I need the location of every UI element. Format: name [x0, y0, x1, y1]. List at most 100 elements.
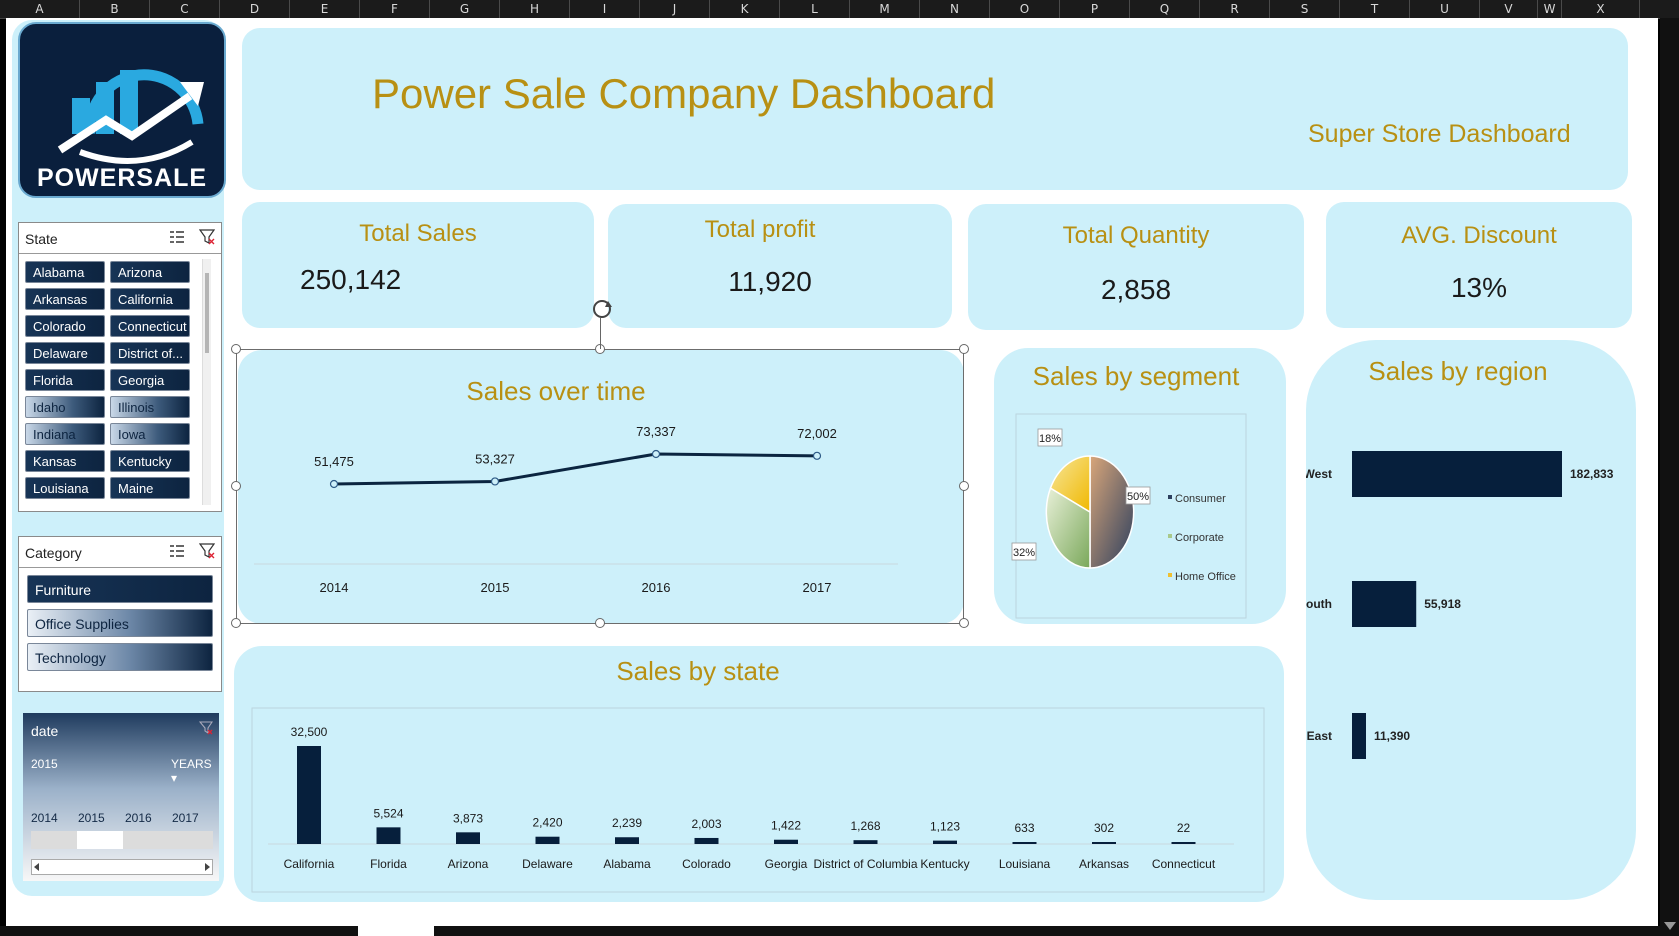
state-slicer-item[interactable]: Alabama	[25, 261, 105, 283]
scroll-left-icon[interactable]	[34, 863, 39, 871]
horizontal-scrollbar[interactable]	[0, 926, 1660, 936]
category-slicer-item[interactable]: Office Supplies	[27, 609, 213, 637]
state-slicer-item[interactable]: Arkansas	[25, 288, 105, 310]
category-slicer-item[interactable]: Technology	[27, 643, 213, 671]
line-series	[333, 452, 818, 486]
clear-filter-icon[interactable]	[198, 543, 216, 559]
state-slicer[interactable]: State Alabama Arizona Arkansas California Co…	[18, 222, 222, 512]
scroll-right-icon[interactable]	[205, 863, 210, 871]
resize-handle[interactable]	[959, 618, 969, 628]
timeline-level-label: YEARS	[171, 757, 212, 771]
state-slicer-item[interactable]: Florida	[25, 369, 105, 391]
column-header-p[interactable]: P	[1060, 0, 1130, 18]
resize-handle[interactable]	[231, 481, 241, 491]
column-header-r[interactable]: R	[1200, 0, 1270, 18]
column-header-w[interactable]: W	[1538, 0, 1562, 18]
column-header-o[interactable]: O	[990, 0, 1060, 18]
line-x-tick-label: 2017	[803, 580, 832, 595]
sales-by-region-chart: Sales by region West 182,833 South 55,918 Eas…	[1306, 356, 1614, 759]
legend-swatch	[1168, 573, 1172, 577]
timeline-year-label[interactable]: 2017	[172, 811, 199, 825]
multi-select-icon[interactable]	[169, 543, 185, 559]
date-timeline[interactable]: date 2015 YEARS ▾ 2014 2015 2016 2017	[23, 713, 219, 881]
state-slicer-scrollbar[interactable]	[202, 259, 211, 505]
column-header-m[interactable]: M	[850, 0, 920, 18]
state-bar	[774, 839, 798, 844]
multi-select-icon[interactable]	[169, 229, 185, 245]
rotate-handle-icon[interactable]	[590, 297, 614, 326]
resize-handle[interactable]	[959, 481, 969, 491]
legend-entry: Home Office	[1175, 571, 1236, 583]
state-slicer-item[interactable]: Kentucky	[110, 450, 190, 472]
state-slicer-item[interactable]: District of...	[110, 342, 190, 364]
resize-handle[interactable]	[959, 344, 969, 354]
state-slicer-item[interactable]: Georgia	[110, 369, 190, 391]
column-header-u[interactable]: U	[1410, 0, 1480, 18]
chart-selection-frame[interactable]	[236, 349, 964, 624]
column-header-f[interactable]: F	[360, 0, 430, 18]
line-data-label: 72,002	[797, 426, 837, 441]
resize-handle[interactable]	[595, 618, 605, 628]
state-slicer-item[interactable]: Idaho	[25, 396, 105, 418]
timeline-track[interactable]	[31, 831, 213, 849]
state-slicer-item[interactable]: Arizona	[110, 261, 190, 283]
logo-emblem-icon	[57, 69, 204, 164]
column-header-s[interactable]: S	[1270, 0, 1340, 18]
column-header-j[interactable]: J	[640, 0, 710, 18]
column-header-k[interactable]: K	[710, 0, 780, 18]
timeline-selected-period[interactable]	[77, 831, 123, 849]
timeline-level-dropdown[interactable]: YEARS ▾	[171, 757, 212, 785]
column-header-a[interactable]: A	[0, 0, 80, 18]
state-data-label: 1,123	[930, 820, 960, 834]
timeline-year-label[interactable]: 2015	[78, 811, 105, 825]
state-slicer-item[interactable]: Delaware	[25, 342, 105, 364]
state-bar	[297, 746, 321, 844]
pie-label-box	[1125, 486, 1151, 505]
timeline-clear-filter-icon[interactable]	[198, 721, 214, 740]
column-header-t[interactable]: T	[1340, 0, 1410, 18]
line-x-tick-label: 2015	[481, 580, 510, 595]
column-header-e[interactable]: E	[290, 0, 360, 18]
region-chart-title: Sales by region	[1368, 356, 1547, 386]
resize-handle[interactable]	[231, 618, 241, 628]
state-slicer-item[interactable]: Colorado	[25, 315, 105, 337]
state-slicer-item[interactable]: Maine	[110, 477, 190, 499]
column-header-g[interactable]: G	[430, 0, 500, 18]
column-header-q[interactable]: Q	[1130, 0, 1200, 18]
state-slicer-scroll-thumb[interactable]	[205, 273, 209, 353]
state-slicer-item[interactable]: Illinois	[110, 396, 190, 418]
clear-filter-icon[interactable]	[198, 229, 216, 245]
timeline-scrollbar[interactable]	[31, 859, 213, 875]
sales-by-segment-chart: Sales by segment 50% 32% 18% Consumer Corpora…	[1011, 361, 1247, 619]
column-header-x[interactable]: X	[1562, 0, 1640, 18]
category-slicer[interactable]: Category Furniture Office Supplies Technol…	[18, 536, 222, 692]
timeline-year-label[interactable]: 2014	[31, 811, 58, 825]
vertical-scrollbar[interactable]	[1660, 18, 1679, 936]
column-header-d[interactable]: D	[220, 0, 290, 18]
resize-handle[interactable]	[231, 344, 241, 354]
column-header-h[interactable]: H	[500, 0, 570, 18]
column-header-n[interactable]: N	[920, 0, 990, 18]
state-slicer-item[interactable]: Connecticut	[110, 315, 190, 337]
state-slicer-item[interactable]: Iowa	[110, 423, 190, 445]
timeline-year-label[interactable]: 2016	[125, 811, 152, 825]
line-point	[490, 477, 500, 486]
state-data-label: 5,524	[373, 806, 403, 820]
column-header-b[interactable]: B	[80, 0, 150, 18]
state-slicer-item[interactable]: Indiana	[25, 423, 105, 445]
column-header-v[interactable]: V	[1480, 0, 1538, 18]
state-slicer-item[interactable]: California	[110, 288, 190, 310]
line-point	[651, 449, 661, 459]
column-header-l[interactable]: L	[780, 0, 850, 18]
column-header-c[interactable]: C	[150, 0, 220, 18]
state-category-label: Georgia	[765, 857, 808, 871]
pie-data-label: 32%	[1013, 547, 1035, 559]
state-category-label: Colorado	[682, 857, 731, 871]
state-bar	[535, 836, 560, 844]
column-header-i[interactable]: I	[570, 0, 640, 18]
state-slicer-item[interactable]: Kansas	[25, 450, 105, 472]
state-slicer-item[interactable]: Louisiana	[25, 477, 105, 499]
state-data-label: 1,422	[771, 819, 801, 833]
scroll-down-icon[interactable]	[1664, 922, 1676, 930]
category-slicer-item[interactable]: Furniture	[27, 575, 213, 603]
